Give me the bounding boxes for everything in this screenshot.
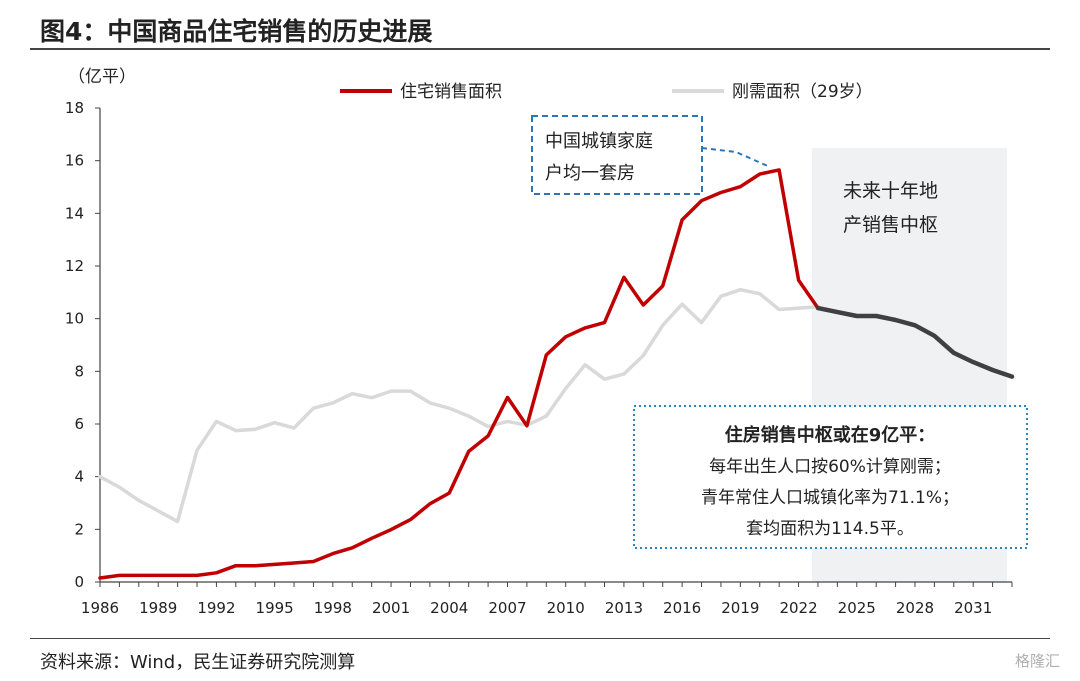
y-tick-label: 14	[65, 204, 84, 222]
x-axis: 1986 1989 1992 1995 1998 2001 2004 2007 2010 2013…	[81, 581, 1013, 617]
peak-callout: 中国城镇家庭 户均一套房	[531, 115, 771, 195]
x-tick-label: 2001	[372, 599, 410, 617]
pivot-note-box	[633, 405, 1028, 549]
pivot-note-line2: 青年常住人口城镇化率为71.1%；	[701, 488, 959, 508]
x-tick-label: 1992	[197, 599, 235, 617]
pivot-note-line1: 每年出生人口按60%计算刚需；	[709, 457, 951, 477]
y-axis: 0 2 4 6 8 10 12 14 16 18	[65, 99, 101, 591]
pivot-note-heading: 住房销售中枢或在9亿平：	[725, 424, 936, 446]
x-tick-label: 2016	[663, 599, 701, 617]
figure-title: 图4：中国商品住宅销售的历史进展	[40, 17, 433, 46]
x-tick-label: 2028	[896, 599, 934, 617]
peak-callout-leader	[701, 147, 771, 168]
series-lines	[98, 168, 1015, 580]
x-tick-label: 2025	[838, 599, 876, 617]
title-rule	[30, 48, 1050, 50]
series-line-residential	[98, 168, 820, 580]
forecast-label: 未来十年地 产销售中枢	[843, 180, 938, 236]
x-tick-label: 2004	[430, 599, 468, 617]
x-tick-label: 1995	[256, 599, 294, 617]
watermark: 格隆汇	[1014, 652, 1060, 670]
source-rule	[30, 638, 1050, 639]
y-tick-label: 6	[74, 415, 84, 433]
legend-label-residential: 住宅销售面积	[400, 82, 502, 102]
x-tick-label: 2031	[954, 599, 992, 617]
legend-label-rigid: 刚需面积（29岁）	[732, 82, 873, 102]
x-tick-label: 2022	[779, 599, 817, 617]
forecast-label-line1: 未来十年地	[843, 180, 938, 202]
pivot-note-callout: 住房销售中枢或在9亿平： 每年出生人口按60%计算刚需； 青年常住人口城镇化率为…	[633, 405, 1028, 549]
y-tick-label: 10	[65, 310, 84, 328]
x-tick-label: 2019	[721, 599, 759, 617]
peak-callout-line1: 中国城镇家庭	[545, 131, 653, 152]
forecast-label-line2: 产销售中枢	[843, 214, 938, 236]
y-axis-label: （亿平）	[68, 67, 136, 87]
x-tick-label: 1986	[81, 599, 119, 617]
y-tick-label: 4	[74, 468, 84, 486]
x-tick-label: 1998	[314, 599, 352, 617]
x-tick-label: 1989	[139, 599, 177, 617]
chart: 0 2 4 6 8 10 12 14 16 18 1986 1989 1992 1995 1998 2001…	[65, 67, 1028, 617]
y-tick-label: 12	[65, 257, 84, 275]
series-line-rigid	[98, 287, 820, 524]
legend: 住宅销售面积 刚需面积（29岁）	[340, 82, 873, 102]
y-tick-label: 18	[65, 99, 84, 117]
y-tick-label: 2	[74, 520, 84, 538]
x-tick-label: 2010	[547, 599, 585, 617]
series-line-forecast	[815, 305, 1015, 379]
y-tick-label: 16	[65, 152, 84, 170]
peak-callout-box	[531, 115, 703, 195]
y-tick-label: 0	[74, 573, 84, 591]
source-note: 资料来源：Wind，民生证券研究院测算	[40, 652, 356, 673]
peak-callout-line2: 户均一套房	[545, 163, 635, 184]
y-tick-label: 8	[74, 362, 84, 380]
x-tick-label: 2013	[605, 599, 643, 617]
x-tick-label: 2007	[488, 599, 526, 617]
pivot-note-line3: 套均面积为114.5平。	[746, 519, 914, 539]
